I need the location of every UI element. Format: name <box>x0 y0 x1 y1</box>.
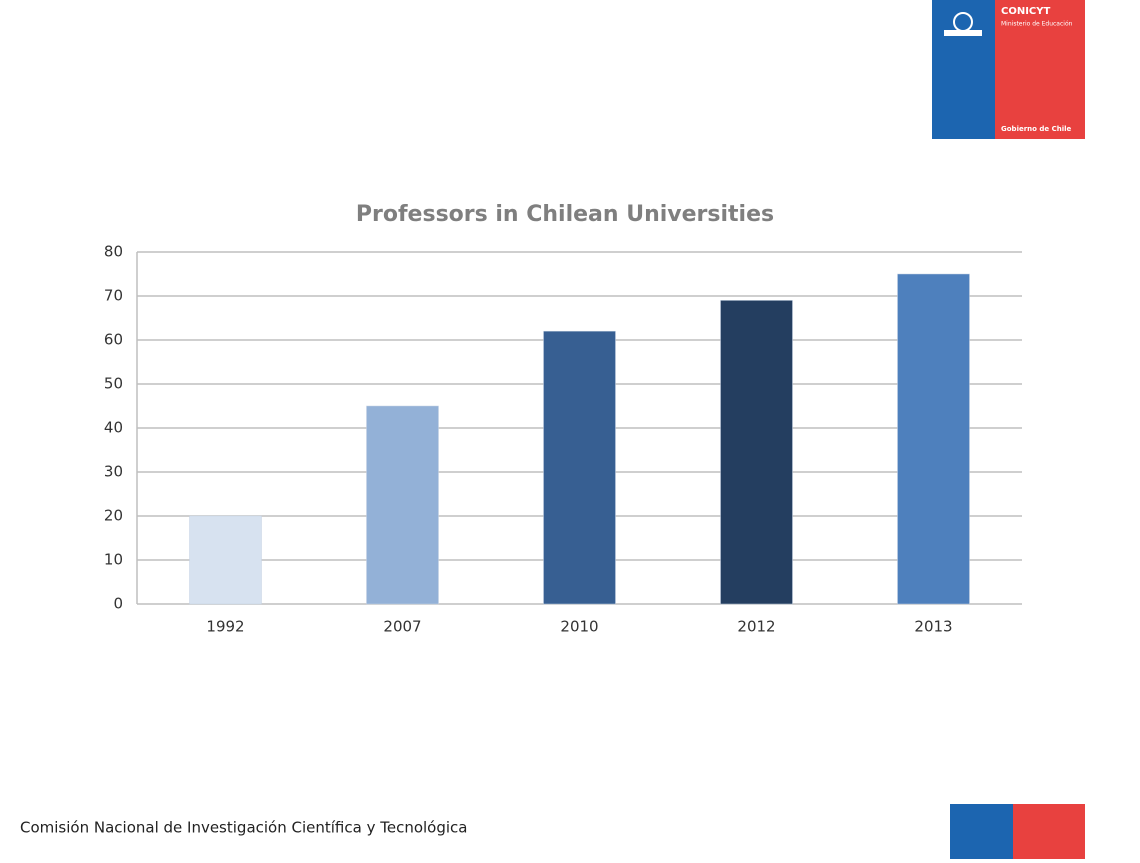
y-tick-label: 0 <box>113 595 123 613</box>
logo-red <box>995 0 1085 139</box>
chart-title: Professors in Chilean Universities <box>356 202 774 227</box>
y-tick-label: 10 <box>104 551 123 569</box>
y-tick-label: 60 <box>104 331 123 349</box>
footer-text: Comisión Nacional de Investigación Cient… <box>20 819 467 837</box>
logo-government: Gobierno de Chile <box>1001 125 1072 133</box>
bar <box>897 273 970 605</box>
bar <box>543 330 616 605</box>
coat-of-arms <box>944 12 982 36</box>
x-tick-label: 1992 <box>206 618 244 636</box>
y-tick-label: 50 <box>104 375 123 393</box>
footer-flag-blue <box>950 804 1013 859</box>
logo-blue <box>932 0 995 139</box>
y-tick-label: 20 <box>104 507 123 525</box>
x-tick-label: 2007 <box>383 618 421 636</box>
bar <box>720 300 793 605</box>
footer-flag-red <box>1013 804 1085 859</box>
y-tick-label: 70 <box>104 287 123 305</box>
bar <box>189 515 262 605</box>
x-tick-label: 2013 <box>914 618 952 636</box>
logo-ministry: Ministerio de Educación <box>1001 21 1073 28</box>
y-tick-label: 40 <box>104 419 123 437</box>
bar <box>366 405 439 605</box>
y-tick-label: 30 <box>104 463 123 481</box>
y-tick-label: 80 <box>104 243 123 261</box>
logo-name: CONICYT <box>1001 6 1051 17</box>
x-tick-label: 2012 <box>737 618 775 636</box>
x-tick-label: 2010 <box>560 618 598 636</box>
